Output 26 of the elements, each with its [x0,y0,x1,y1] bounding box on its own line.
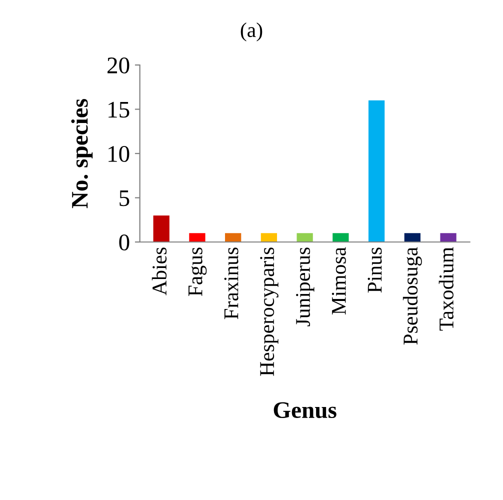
x-tick-label: Fagus [188,248,207,296]
bar [260,233,278,242]
y-axis-title: No. species [71,98,93,208]
bar [404,233,420,242]
x-axis-title: Genus [274,402,336,418]
bar [296,233,313,242]
bar [189,233,206,242]
x-tick-label: Abies [152,248,167,296]
x-tick-label: Fraxinus [224,248,238,320]
bar [225,233,242,242]
chart-title: (a) [240,22,262,42]
x-tick-label: Juniperus [296,248,314,326]
y-tick-label: 20 [108,57,130,74]
x-tick-label: Pseudosuga [402,247,422,345]
x-tick-label: Hesperocyparis [260,248,278,376]
x-tick-label: Pinus [368,248,382,293]
y-tick-label: 15 [108,102,130,118]
x-tick-label: Mimosa [332,247,346,315]
bar [440,233,456,242]
bar [153,215,170,242]
y-tick-label: 5 [120,190,130,206]
y-tick-label: 0 [119,234,130,250]
bar [332,233,349,242]
x-tick-label: Taxodium [438,247,454,331]
y-tick-label: 10 [108,146,130,162]
bar [368,100,385,242]
